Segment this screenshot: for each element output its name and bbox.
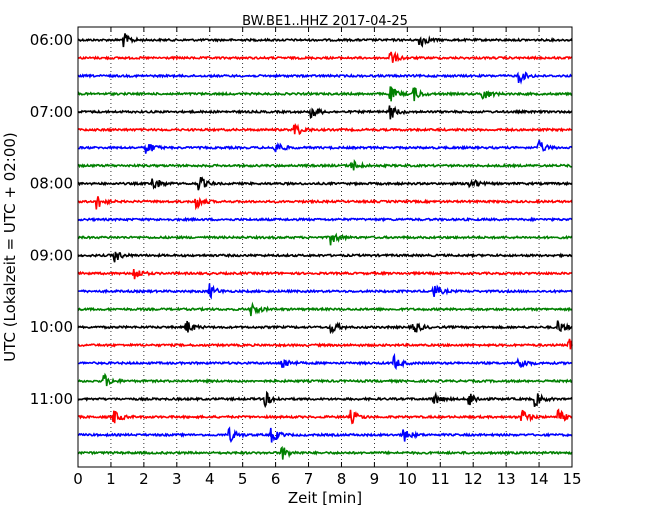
- chart-title: BW.BE1..HHZ 2017-04-25: [242, 14, 408, 29]
- seismogram-trace: [77, 105, 573, 120]
- y-tick-label: 09:00: [30, 246, 73, 264]
- x-tick-label: 11: [431, 470, 450, 488]
- y-tick-label: 08:00: [30, 175, 73, 193]
- x-tick-label: 3: [172, 470, 182, 488]
- x-axis-ticks: 0 1 2 3 4 5 6 7 8 9 10 11 12 13 14 15: [73, 27, 582, 488]
- seismogram-trace: [77, 390, 573, 409]
- x-tick-label: 0: [73, 470, 83, 488]
- x-tick-label: 15: [562, 470, 581, 488]
- seismogram-trace: [77, 196, 573, 211]
- x-tick-label: 13: [497, 470, 516, 488]
- x-tick-label: 9: [370, 470, 380, 488]
- seismogram-trace: [77, 122, 573, 136]
- y-axis-ticks: 06:00 07:00 08:00 09:00 10:00 11:00: [30, 31, 572, 408]
- trace-group: [77, 33, 573, 460]
- seismogram-trace: [77, 426, 573, 444]
- seismogram-trace: [77, 251, 573, 263]
- seismogram-trace: [77, 50, 573, 63]
- y-tick-label: 07:00: [30, 103, 73, 121]
- seismogram-trace: [77, 338, 573, 350]
- seismogram-trace: [77, 283, 573, 300]
- seismogram-trace: [77, 408, 573, 425]
- seismogram-trace: [77, 445, 573, 460]
- seismogram-trace: [77, 216, 573, 223]
- x-tick-label: 5: [238, 470, 248, 488]
- grid-lines: [110, 27, 540, 467]
- y-tick-label: 10:00: [30, 318, 73, 336]
- seismogram-trace: [77, 159, 573, 171]
- seismogram-trace: [77, 176, 573, 191]
- seismogram-trace: [77, 86, 573, 102]
- y-axis-label: UTC (Lokalzeit = UTC + 02:00): [1, 132, 19, 362]
- seismogram-trace: [77, 301, 573, 317]
- x-axis-label: Zeit [min]: [288, 489, 362, 507]
- x-tick-label: 8: [337, 470, 347, 488]
- x-tick-label: 12: [464, 470, 483, 488]
- y-tick-label: 11:00: [30, 390, 73, 408]
- seismogram-trace: [77, 33, 573, 48]
- seismogram-trace: [77, 71, 573, 85]
- x-tick-label: 14: [530, 470, 549, 488]
- x-tick-label: 6: [271, 470, 281, 488]
- x-tick-label: 7: [304, 470, 314, 488]
- x-tick-label: 10: [398, 470, 417, 488]
- seismogram-trace: [77, 140, 573, 154]
- x-tick-label: 1: [106, 470, 116, 488]
- seismogram-trace: [77, 352, 573, 371]
- x-tick-label: 2: [139, 470, 149, 488]
- plot-frame: [77, 26, 573, 468]
- seismogram-trace: [77, 232, 573, 246]
- seismogram-trace: [77, 269, 573, 280]
- y-tick-label: 06:00: [30, 31, 73, 49]
- seismogram-trace: [77, 372, 573, 387]
- x-tick-label: 4: [205, 470, 215, 488]
- seismogram-trace: [77, 320, 573, 335]
